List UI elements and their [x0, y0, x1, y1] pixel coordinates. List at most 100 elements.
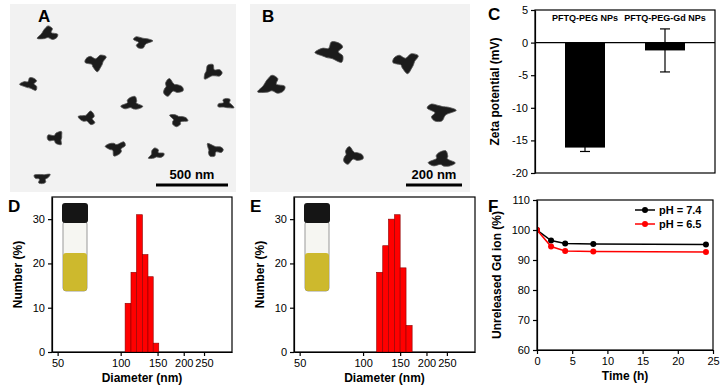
- tick-mark: [290, 219, 294, 220]
- tick-label: 60: [518, 344, 530, 356]
- tick-label: -15: [512, 134, 528, 146]
- panel-label: F: [488, 197, 498, 216]
- tick-label: 10: [602, 355, 614, 367]
- tick-mark: [531, 173, 535, 174]
- tick-mark: [531, 108, 535, 109]
- tick: 0: [522, 37, 535, 49]
- panel-label: E: [250, 197, 261, 216]
- particle: [164, 78, 184, 96]
- series-marker: [562, 248, 568, 254]
- x-axis-title: Diameter (nm): [102, 371, 183, 385]
- particle: [78, 111, 95, 125]
- axis: 60708090100110: [512, 194, 538, 356]
- tick: 110: [512, 194, 537, 206]
- tick: 0: [534, 350, 540, 367]
- legend-label: pH = 6.5: [659, 218, 702, 230]
- tick-mark: [48, 263, 52, 264]
- axis-line: [538, 350, 714, 351]
- y-axis-title: Zeta potential (mV): [488, 37, 502, 145]
- tick: 90: [518, 254, 537, 266]
- tick: 150: [149, 352, 167, 369]
- tick-mark: [290, 308, 294, 309]
- particle: [315, 42, 343, 63]
- series-line: [537, 230, 706, 252]
- tick-label: 10: [33, 302, 45, 314]
- tick: 5: [522, 4, 535, 16]
- tick: PFTQ-PEG-Gd NPs: [624, 13, 706, 23]
- tick-label: 110: [512, 194, 530, 206]
- tick: 30: [275, 213, 294, 225]
- tick-mark: [678, 350, 679, 354]
- axis-line: [294, 198, 295, 353]
- tick: 100: [112, 352, 130, 369]
- tick-label: 80: [518, 284, 530, 296]
- tick-mark: [157, 352, 158, 356]
- tick: -10: [512, 102, 535, 114]
- tick-mark: [533, 260, 537, 261]
- tick: 15: [637, 350, 649, 367]
- tick-mark: [533, 290, 537, 291]
- series-marker: [590, 241, 596, 247]
- tick-mark: [290, 263, 294, 264]
- tick-label: 100: [512, 224, 530, 236]
- tick: 150: [391, 352, 409, 369]
- axis-line: [53, 352, 233, 353]
- tick-mark: [533, 350, 537, 351]
- tick: 5: [570, 350, 576, 367]
- axis: 0510152025: [534, 350, 719, 367]
- plot-frame: [537, 200, 713, 350]
- particle: [207, 143, 223, 156]
- legend: pH = 7.4 pH = 6.5: [635, 204, 702, 230]
- tick-mark: [531, 42, 535, 43]
- tick-label: 100: [112, 357, 130, 369]
- series-marker: [703, 241, 709, 247]
- tick-mark: [531, 75, 535, 76]
- particle: [85, 55, 106, 72]
- tick: 0: [39, 346, 52, 358]
- tick-mark: [48, 219, 52, 220]
- tick: 100: [354, 352, 372, 369]
- tick: 20: [33, 257, 52, 269]
- plot-frame: [294, 197, 475, 352]
- particle: [37, 26, 58, 40]
- tick-label: 10: [275, 302, 287, 314]
- tick-label: -5: [518, 69, 528, 81]
- histogram-bar: [406, 325, 412, 352]
- axis: 50100150200250: [294, 352, 475, 369]
- particle: [393, 54, 419, 74]
- tick: 10: [602, 350, 614, 367]
- legend-entry: pH = 7.4: [635, 204, 702, 216]
- tick-mark: [572, 350, 573, 354]
- series-marker: [703, 249, 709, 255]
- axis-line: [52, 198, 53, 353]
- particle: [218, 98, 234, 108]
- series-marker: [562, 241, 568, 247]
- tick-mark: [447, 352, 448, 356]
- particle: [47, 131, 62, 144]
- image-background: [250, 4, 470, 192]
- tick: 250: [438, 352, 456, 369]
- plot-frame: [52, 197, 232, 352]
- histogram-bar: [153, 343, 159, 352]
- series-line: [537, 230, 706, 244]
- particle: [258, 75, 286, 93]
- tick: 250: [195, 352, 213, 369]
- tick: -15: [512, 134, 535, 146]
- tick-label: 150: [391, 357, 409, 369]
- axis-line: [537, 201, 538, 351]
- particles: [19, 26, 234, 184]
- panel-label: D: [8, 197, 20, 216]
- particle: [170, 115, 188, 127]
- axis: 0102030: [275, 198, 295, 359]
- bar: [565, 43, 605, 148]
- legend-entry: pH = 6.5: [635, 218, 702, 230]
- tick-mark: [58, 352, 59, 356]
- tick-label: 150: [149, 357, 167, 369]
- tick: 20: [275, 257, 294, 269]
- axis: 0102030: [33, 198, 53, 359]
- tick-label: 50: [294, 357, 306, 369]
- tick-label: 0: [534, 355, 540, 367]
- tick-mark: [531, 10, 535, 11]
- particle: [428, 151, 455, 167]
- histogram-bar: [394, 215, 400, 352]
